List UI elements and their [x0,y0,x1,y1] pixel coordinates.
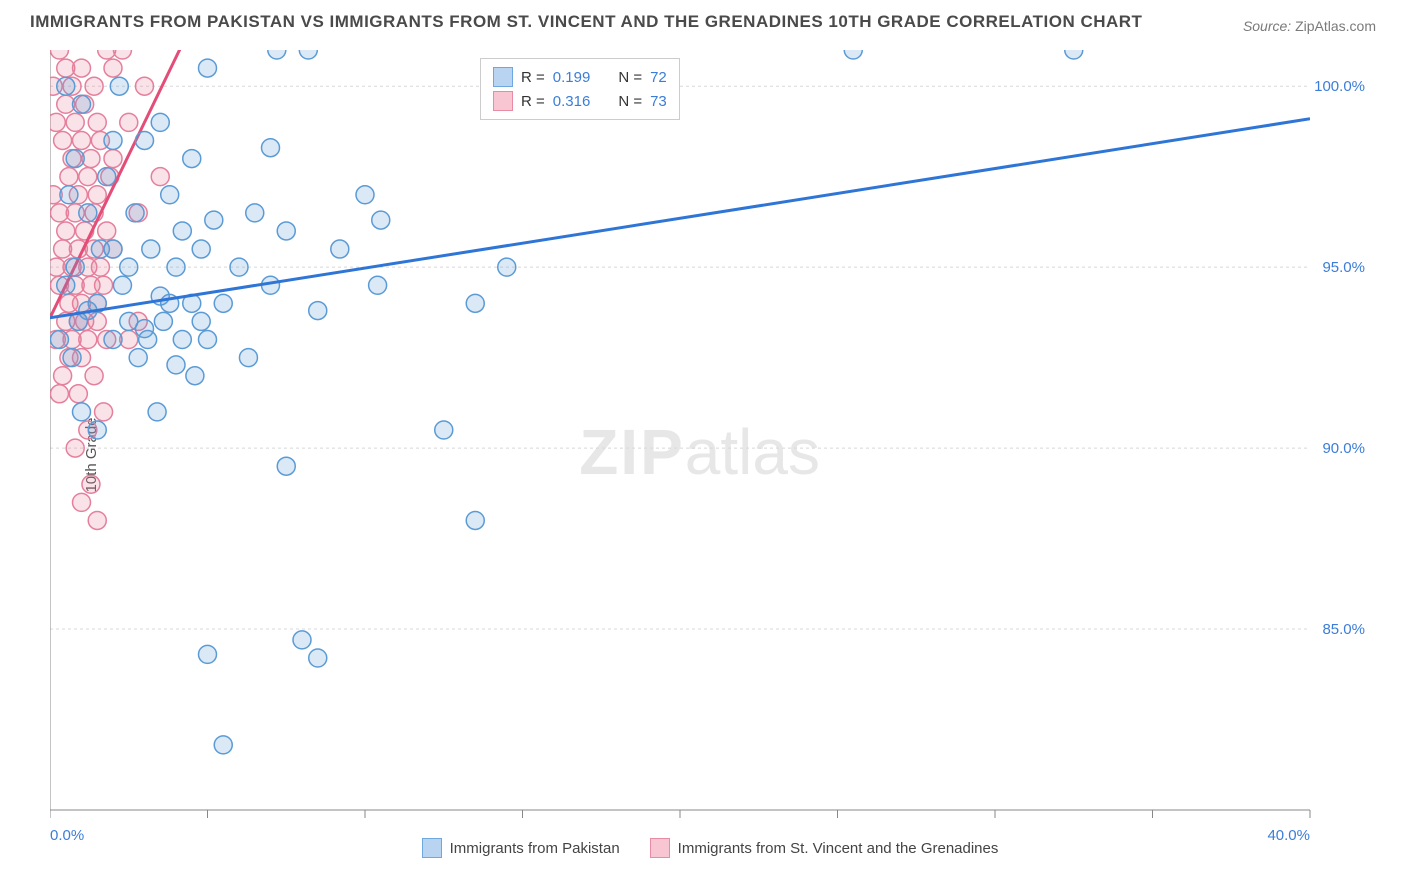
legend-row: R = 0.316 N = 73 [493,89,667,113]
watermark-zip: ZIP [579,416,685,488]
legend-n-label: N = [618,69,642,86]
legend-swatch [493,91,513,111]
legend-n-value: 72 [650,69,667,86]
legend-n-label: N = [618,93,642,110]
series-legend-item: Immigrants from St. Vincent and the Gren… [650,838,999,858]
legend-swatch [650,838,670,858]
legend-row: R = 0.199 N = 72 [493,65,667,89]
legend-r-value: 0.199 [553,69,591,86]
legend-r-label: R = [521,69,545,86]
series-legend-label: Immigrants from Pakistan [450,840,620,857]
chart-area: 10th Grade 85.0%90.0%95.0%100.0%0.0%40.0… [50,50,1380,860]
source-site: ZipAtlas.com [1295,18,1376,34]
correlation-legend: R = 0.199 N = 72 R = 0.316 N = 73 [480,58,680,120]
source-label: Source: [1243,18,1291,34]
svg-text:95.0%: 95.0% [1322,259,1365,276]
legend-swatch [422,838,442,858]
series-legend-label: Immigrants from St. Vincent and the Gren… [678,840,999,857]
legend-r-label: R = [521,93,545,110]
watermark: ZIPatlas [579,415,820,489]
series-legend-item: Immigrants from Pakistan [422,838,620,858]
source-attribution: Source: ZipAtlas.com [1243,18,1376,34]
svg-text:90.0%: 90.0% [1322,440,1365,457]
legend-r-value: 0.316 [553,93,591,110]
legend-swatch [493,67,513,87]
watermark-atlas: atlas [685,416,820,488]
svg-text:100.0%: 100.0% [1314,78,1365,95]
svg-text:85.0%: 85.0% [1322,621,1365,638]
legend-n-value: 73 [650,93,667,110]
chart-title: IMMIGRANTS FROM PAKISTAN VS IMMIGRANTS F… [30,12,1142,32]
series-legend: Immigrants from Pakistan Immigrants from… [50,838,1370,858]
